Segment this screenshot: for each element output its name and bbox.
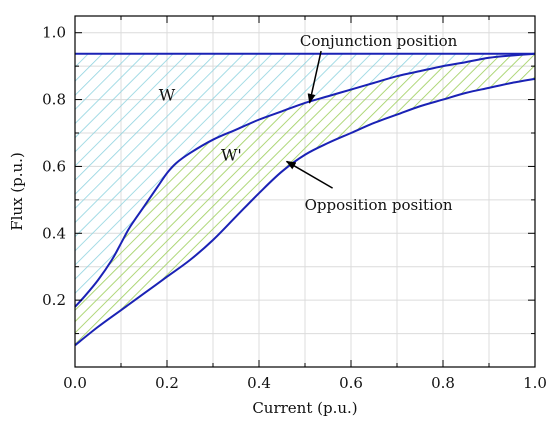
x-tick-label: 0.2 bbox=[155, 374, 179, 392]
opposition-position-label: Opposition position bbox=[305, 196, 453, 214]
y-axis-label: Flux (p.u.) bbox=[8, 152, 26, 231]
w-prime-region-area bbox=[75, 53, 535, 346]
conjunction-arrow bbox=[307, 50, 322, 104]
conjunction-curve bbox=[74, 52, 536, 308]
opposition-arrow bbox=[285, 160, 333, 189]
conjunction-position-label: Conjunction position bbox=[300, 32, 458, 50]
x-tick-label: 0.6 bbox=[339, 374, 363, 392]
y-tick-label: 0.2 bbox=[42, 291, 66, 309]
x-tick-labels: 0.0 0.2 0.4 0.6 0.8 1.0 bbox=[63, 374, 547, 392]
x-tick-label: 0.0 bbox=[63, 374, 87, 392]
region-label-w-prime: W' bbox=[221, 146, 242, 165]
y-tick-label: 0.4 bbox=[42, 224, 66, 242]
w-region-area bbox=[75, 53, 535, 307]
y-tick-labels: 0.2 0.4 0.6 0.8 1.0 bbox=[42, 24, 66, 309]
x-tick-label: 1.0 bbox=[523, 374, 547, 392]
x-tick-label: 0.4 bbox=[247, 374, 271, 392]
y-tick-label: 0.8 bbox=[42, 91, 66, 109]
axis-ticks bbox=[74, 16, 536, 367]
x-axis-label: Current (p.u.) bbox=[252, 399, 357, 417]
x-tick-label: 0.8 bbox=[431, 374, 455, 392]
y-tick-label: 1.0 bbox=[42, 24, 66, 42]
region-label-w: W bbox=[159, 86, 176, 105]
opposition-curve bbox=[74, 77, 536, 347]
y-tick-label: 0.6 bbox=[42, 157, 66, 175]
